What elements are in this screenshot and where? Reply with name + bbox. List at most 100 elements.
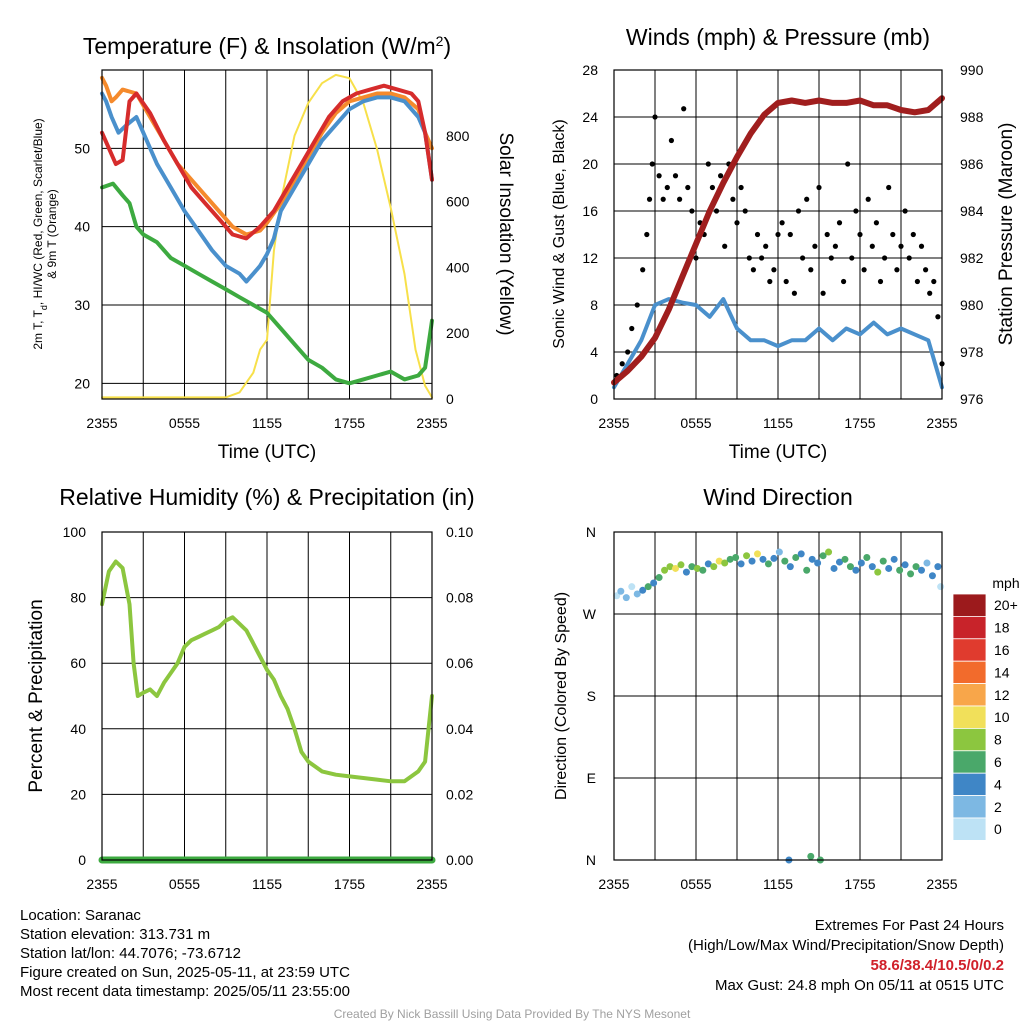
rh-x-tick-label: 2355 [416, 876, 447, 892]
direction-point [732, 554, 740, 562]
direction-point [775, 548, 783, 556]
wind-x-tick-label: 0555 [680, 415, 711, 431]
direction-point [715, 557, 723, 565]
direction-point [682, 568, 690, 576]
credit-text: Created By Nick Bassill Using Data Provi… [333, 1007, 691, 1021]
direction-point [928, 572, 936, 580]
direction-point [644, 583, 652, 591]
legend-swatch [952, 705, 987, 729]
gust-point [791, 290, 798, 296]
rh-y-tick-label: 80 [70, 590, 86, 606]
gust-point [865, 196, 871, 202]
temp-series-line [100, 181, 434, 386]
temp-x-tick-label: 1155 [252, 415, 282, 431]
dir-y-axis-label: Direction (Colored By Speed) [553, 592, 570, 800]
direction-point [754, 550, 761, 558]
temp-x-tick-label: 0555 [169, 415, 200, 431]
gust-point [713, 208, 720, 214]
legend-title: mph [992, 575, 1019, 591]
dir-y-tick-label: N [586, 524, 596, 540]
gust-point [649, 161, 655, 167]
dir-x-tick-label: 2355 [598, 876, 629, 892]
direction-point [841, 555, 849, 563]
direction-point [666, 563, 674, 571]
extremes-subtitle: (High/Low/Max Wind/Precipitation/Snow De… [688, 937, 1004, 954]
temp-plot-border [101, 69, 433, 400]
dir-chart-title: Wind Direction [703, 484, 853, 510]
temp-y-tick-label: 30 [74, 297, 90, 313]
temp-y-tick-label: 50 [74, 140, 90, 156]
legend-swatch [952, 660, 987, 685]
station-info: Location: Saranac Station elevation: 313… [20, 906, 350, 1001]
gust-point [742, 208, 748, 214]
temp-y2-tick-label: 200 [446, 325, 470, 341]
direction-point [622, 594, 630, 602]
direction-point [868, 563, 876, 571]
wind-y2-tick-label: 978 [960, 344, 984, 360]
gust-point [640, 267, 646, 273]
temp-chart-title: Temperature (F) & Insolation (W/m2) [83, 33, 451, 59]
legend-swatch [952, 750, 987, 774]
direction-point [852, 566, 860, 574]
wind-y-axis-label: Sonic Wind & Gust (Blue, Black) [551, 119, 568, 348]
wind-plot-border [613, 69, 943, 400]
legend-swatch [952, 795, 987, 819]
direction-point [907, 570, 915, 578]
wind-y-tick-label: 4 [590, 344, 598, 360]
gust-point [619, 361, 625, 367]
direction-point [721, 559, 729, 567]
direction-point [879, 557, 887, 565]
dir-y-tick-label: E [587, 770, 596, 786]
direction-point [737, 560, 745, 568]
legend-label: 8 [994, 732, 1002, 748]
dir-y-tick-label: N [586, 852, 596, 868]
wind-y-tick-label: 8 [590, 297, 598, 313]
gust-point [914, 278, 921, 285]
direction-point [639, 586, 647, 594]
direction-point [807, 852, 815, 860]
direction-point [672, 564, 679, 572]
direction-point [830, 564, 838, 572]
gust-point [808, 267, 814, 273]
gust-point [902, 208, 908, 214]
rh-y-tick-label: 40 [70, 721, 86, 737]
legend-label: 18 [994, 620, 1010, 636]
latlon-text: Station lat/lon: 44.7076; -73.6712 [20, 945, 242, 962]
dir-y-tick-label: W [583, 606, 597, 622]
gust-point [660, 196, 666, 202]
temp-y2-axis-label: Solar Insolation (Yellow) [495, 132, 516, 335]
direction-point [661, 566, 669, 574]
rh-y2-tick-label: 0.04 [446, 721, 473, 737]
extremes-block: Extremes For Past 24 Hours (High/Low/Max… [688, 916, 1004, 996]
legend-label: 16 [994, 642, 1010, 658]
gust-point [775, 231, 781, 238]
wind-y2-tick-label: 982 [960, 250, 984, 266]
wind-chart-title: Winds (mph) & Pressure (mb) [626, 24, 930, 50]
direction-point [937, 583, 945, 591]
temp-y2-tick-label: 0 [446, 391, 454, 407]
direction-point [797, 550, 805, 558]
gust-point [705, 161, 711, 167]
gust-point [738, 184, 744, 191]
gust-point [836, 220, 843, 226]
wind-x-tick-label: 2355 [598, 415, 629, 431]
direction-point [743, 552, 751, 560]
rh-x-tick-label: 2355 [86, 876, 117, 892]
dir-x-tick-label: 0555 [680, 876, 711, 892]
rh-x-tick-label: 1155 [252, 876, 282, 892]
direction-point [748, 557, 756, 565]
rh-y2-tick-label: 0.00 [446, 852, 473, 868]
dir-x-tick-label: 1755 [844, 876, 875, 892]
gust-point [681, 106, 687, 112]
wind-y2-tick-label: 976 [960, 391, 984, 407]
gust-point [824, 231, 830, 238]
temp-x-tick-label: 2355 [86, 415, 117, 431]
wind-y2-tick-label: 988 [960, 109, 984, 125]
gust-point [853, 208, 859, 214]
temp-y-axis-label-line2: & 9m T (Orange) [45, 189, 59, 279]
direction-point [650, 579, 658, 587]
direction-point [764, 560, 772, 568]
temp-series-line [100, 83, 434, 241]
direction-point [710, 563, 718, 571]
gust-point [685, 184, 691, 191]
